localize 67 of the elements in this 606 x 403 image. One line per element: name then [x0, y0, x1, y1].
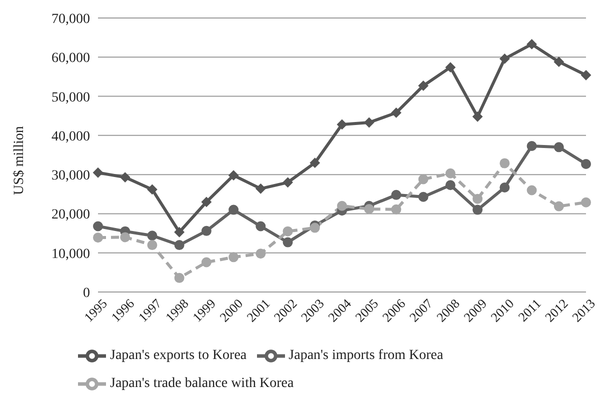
point: [445, 180, 456, 190]
point: [147, 240, 158, 250]
point: [310, 158, 320, 168]
point: [282, 226, 293, 236]
point: [391, 204, 402, 214]
y-tick-label: 0: [83, 286, 90, 301]
legend-label: Japan's trade balance with Korea: [110, 376, 294, 392]
point: [500, 158, 510, 168]
point: [581, 197, 591, 208]
point: [581, 159, 591, 170]
point: [418, 80, 428, 91]
legend-label: Japan's imports from Korea: [288, 348, 444, 364]
point: [282, 237, 293, 248]
point: [526, 140, 537, 151]
x-tick-label: 2001: [244, 296, 273, 325]
y-axis-title: US$ million: [12, 126, 27, 195]
y-tick-label: 40,000: [52, 129, 90, 144]
point: [93, 232, 103, 243]
point: [256, 221, 266, 232]
point: [554, 201, 564, 212]
point: [147, 184, 158, 194]
point: [554, 142, 564, 152]
point: [472, 194, 483, 204]
point: [228, 204, 239, 215]
point: [554, 56, 564, 67]
point: [174, 227, 184, 238]
y-tick-label: 50,000: [52, 90, 90, 106]
point: [228, 252, 239, 262]
y-tick-label: 30,000: [52, 168, 90, 184]
point: [120, 232, 130, 242]
point: [472, 204, 483, 215]
point: [201, 226, 212, 236]
point: [337, 119, 347, 130]
point: [174, 272, 184, 283]
point: [526, 185, 537, 196]
y-tick-label: 60,000: [52, 51, 90, 66]
point: [364, 204, 374, 214]
point: [391, 108, 402, 118]
point: [282, 177, 293, 188]
y-tick-label: 10,000: [52, 246, 90, 262]
point: [120, 172, 130, 182]
y-tick-label: 20,000: [52, 208, 90, 223]
point: [256, 184, 266, 194]
point: [228, 170, 239, 180]
point: [201, 196, 212, 207]
point: [500, 54, 510, 64]
legend-label: Japan's exports to Korea: [110, 348, 247, 364]
point: [147, 230, 158, 241]
point: [445, 168, 456, 178]
point: [93, 221, 103, 232]
y-tick-label: 70,000: [52, 12, 90, 27]
point: [337, 200, 347, 211]
point: [93, 168, 103, 178]
point: [310, 222, 320, 233]
point: [391, 190, 402, 200]
point: [201, 257, 212, 268]
x-tick-label: 2011: [515, 296, 544, 324]
point: [174, 240, 184, 250]
point: [418, 192, 428, 202]
point: [472, 112, 483, 122]
point: [500, 182, 510, 192]
point: [364, 118, 374, 128]
point: [445, 62, 456, 72]
point: [526, 39, 537, 50]
point: [581, 70, 591, 80]
point: [256, 248, 266, 259]
point: [418, 174, 428, 184]
